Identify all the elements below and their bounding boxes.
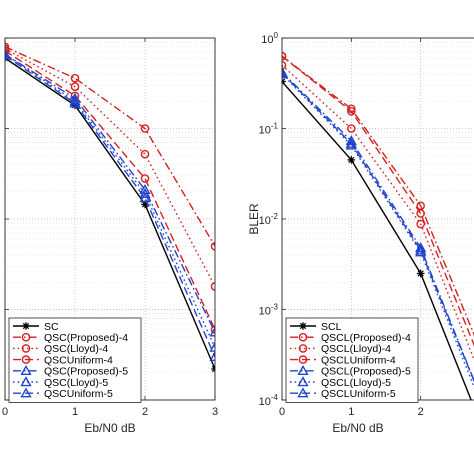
data-point (140, 174, 150, 183)
data-point (139, 192, 151, 203)
data-point (416, 269, 425, 278)
y-axis-label: BLER (247, 203, 261, 235)
series-line-1 (5, 57, 215, 370)
legend-label: QSCUniform-5 (44, 388, 113, 400)
data-point (70, 82, 80, 91)
data-point (415, 246, 427, 257)
data-point (347, 106, 356, 116)
legend-swatch-marker (297, 387, 309, 398)
legend-swatch-marker (20, 376, 32, 387)
y-tick-label: 10-2 (259, 212, 279, 227)
data-point (282, 67, 288, 78)
data-point (209, 326, 215, 337)
legend-swatch-marker (298, 355, 308, 364)
data-point (69, 97, 81, 108)
y-tick-label: 100 (261, 31, 278, 46)
legend-label: QSCL(Proposed)-4 (321, 332, 411, 344)
series-line-7 (5, 54, 215, 358)
series-group (5, 42, 215, 373)
data-point (345, 137, 357, 148)
legend-label: QSC(Proposed)-5 (44, 366, 128, 378)
series-line-5 (5, 53, 215, 333)
legend-label: QSCLUniform-5 (321, 388, 396, 400)
data-point (5, 49, 11, 60)
data-point (141, 200, 149, 209)
left-chart-panel: 0 1 2 3Eb/N0 dBSCQSC(Proposed)-4QSC(Lloyd)-… (2, 37, 218, 435)
data-point (70, 73, 80, 83)
legend-swatch-marker (20, 364, 32, 376)
data-point (347, 124, 356, 133)
legend-label: QSCL(Lloyd)-5 (321, 377, 391, 389)
series-line-2 (282, 55, 474, 337)
y-tick-label: 10-1 (259, 122, 279, 137)
legend-swatch-marker (297, 376, 309, 387)
legend-label: QSCL(Lloyd)-4 (321, 343, 391, 355)
legend-swatch-marker (299, 322, 307, 330)
legend-label: QSC(Proposed)-4 (44, 332, 128, 344)
series-line-1 (282, 81, 472, 400)
legend-label: QSC(Lloyd)-5 (44, 377, 108, 389)
series-line-6 (5, 53, 215, 348)
legend-swatch-marker (298, 344, 308, 353)
legend-swatch-marker (21, 332, 31, 342)
legend-swatch-marker (21, 355, 31, 364)
data-point (416, 209, 425, 218)
legend-label: SC (44, 321, 59, 333)
y-tick-label: 10-4 (259, 393, 279, 408)
series-line-7 (282, 72, 474, 383)
x-axis-label: Eb/N0 dB (84, 421, 135, 435)
legend-label: QSCL(Proposed)-5 (321, 366, 411, 378)
legend-swatch-marker (298, 332, 308, 342)
data-point (69, 92, 81, 103)
legend-label: SCL (321, 321, 342, 333)
x-tick-label: 2 (418, 406, 424, 418)
data-point (345, 139, 357, 150)
series-line-2 (5, 46, 215, 247)
x-tick-label: 3 (212, 406, 218, 418)
data-point (415, 244, 427, 255)
legend-label: QSC(Lloyd)-4 (44, 343, 108, 355)
y-tick-label: 10-3 (259, 303, 279, 318)
data-point (140, 149, 150, 159)
data-point (140, 124, 150, 133)
data-point (139, 187, 151, 198)
grid (5, 38, 215, 400)
series-line-4 (282, 55, 474, 347)
data-point (209, 341, 215, 352)
data-point (5, 46, 10, 56)
x-tick-label: 1 (72, 406, 78, 418)
x-axis-label: Eb/N0 dB (332, 421, 383, 435)
x-tick-label: 0 (279, 406, 285, 418)
data-point (209, 350, 215, 362)
legend-swatch-marker (22, 322, 30, 330)
legend: SCQSC(Proposed)-4QSC(Lloyd)-4QSCUniform-… (8, 317, 142, 403)
legend: SCLQSCL(Proposed)-4QSCL(Lloyd)-4QSCLUnif… (285, 317, 419, 403)
grid (282, 38, 474, 400)
legend-label: QSCUniform-4 (44, 354, 113, 366)
legend-swatch-marker (20, 387, 32, 398)
series-line-3 (282, 64, 474, 362)
x-tick-label: 0 (2, 406, 8, 418)
legend-swatch-marker (21, 344, 31, 353)
data-point (282, 51, 287, 61)
legend-label: QSCLUniform-4 (321, 354, 396, 366)
data-point (69, 95, 81, 106)
legend-swatch-marker (297, 364, 309, 376)
series-line-4 (5, 50, 215, 330)
x-tick-label: 2 (142, 406, 148, 418)
x-tick-label: 1 (348, 406, 354, 418)
data-point (347, 156, 356, 164)
data-point (282, 60, 287, 70)
series-group (282, 51, 474, 400)
